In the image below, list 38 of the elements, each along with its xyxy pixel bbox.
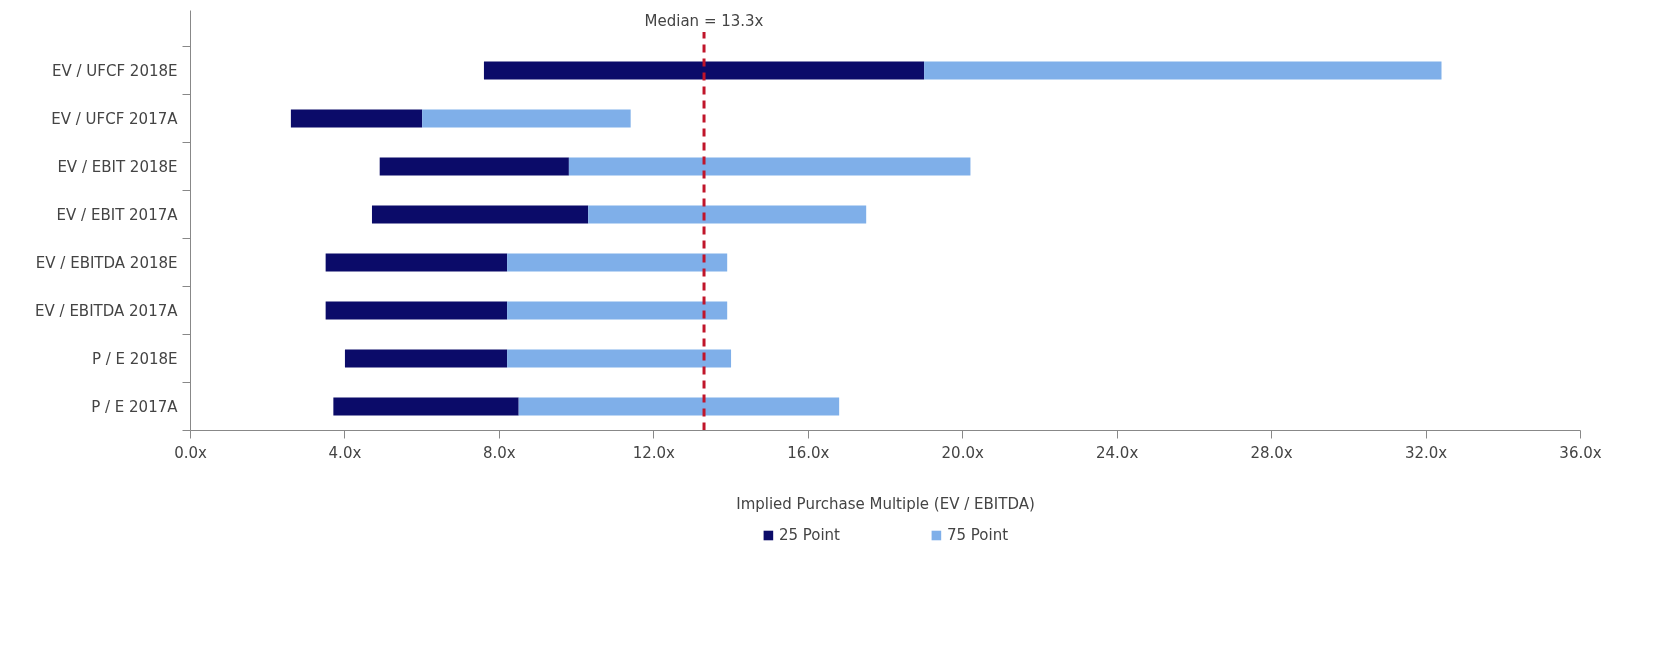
x-tick-label: 20.0x: [941, 443, 984, 462]
y-tick-label: EV / EBITDA 2018E: [35, 253, 178, 272]
ref-line-label: Median = 13.3x: [644, 11, 764, 30]
y-tick-label: EV / EBITDA 2017A: [35, 301, 179, 320]
bar: [422, 109, 631, 128]
legend-label: 75 Point: [947, 526, 1009, 544]
bar: [518, 397, 840, 416]
x-tick-label: 16.0x: [787, 443, 830, 462]
y-tick-label: P / E 2017A: [91, 397, 179, 416]
bar: [507, 349, 732, 368]
y-tick-label: EV / UFCF 2017A: [51, 109, 179, 128]
bar: [333, 397, 519, 416]
bar: [507, 301, 728, 320]
bar: [371, 205, 589, 224]
x-tick-label: 0.0x: [174, 443, 207, 462]
x-tick-label: 36.0x: [1559, 443, 1602, 462]
y-tick-label: EV / EBIT 2017A: [56, 205, 179, 224]
bar: [588, 205, 867, 224]
y-tick-label: P / E 2018E: [91, 349, 178, 368]
x-tick-label: 4.0x: [328, 443, 362, 462]
bar: [568, 157, 971, 176]
bar: [344, 349, 508, 368]
x-tick-label: 28.0x: [1250, 443, 1293, 462]
bar: [325, 301, 508, 320]
x-tick-label: 12.0x: [632, 443, 676, 462]
bar: [290, 109, 423, 128]
x-tick-label: 32.0x: [1404, 443, 1448, 462]
bar: [379, 157, 569, 176]
x-tick-label: 24.0x: [1096, 443, 1139, 462]
x-axis-title: Implied Purchase Multiple (EV / EBITDA): [736, 494, 1035, 513]
bar: [483, 61, 925, 80]
y-tick-label: EV / EBIT 2018E: [57, 157, 178, 176]
bar: [325, 253, 508, 272]
x-tick-label: 8.0x: [483, 443, 516, 462]
legend-label: 25 Point: [778, 526, 840, 544]
bar: [507, 253, 728, 272]
y-tick-label: EV / UFCF 2018E: [52, 61, 178, 80]
bar: [924, 61, 1442, 80]
